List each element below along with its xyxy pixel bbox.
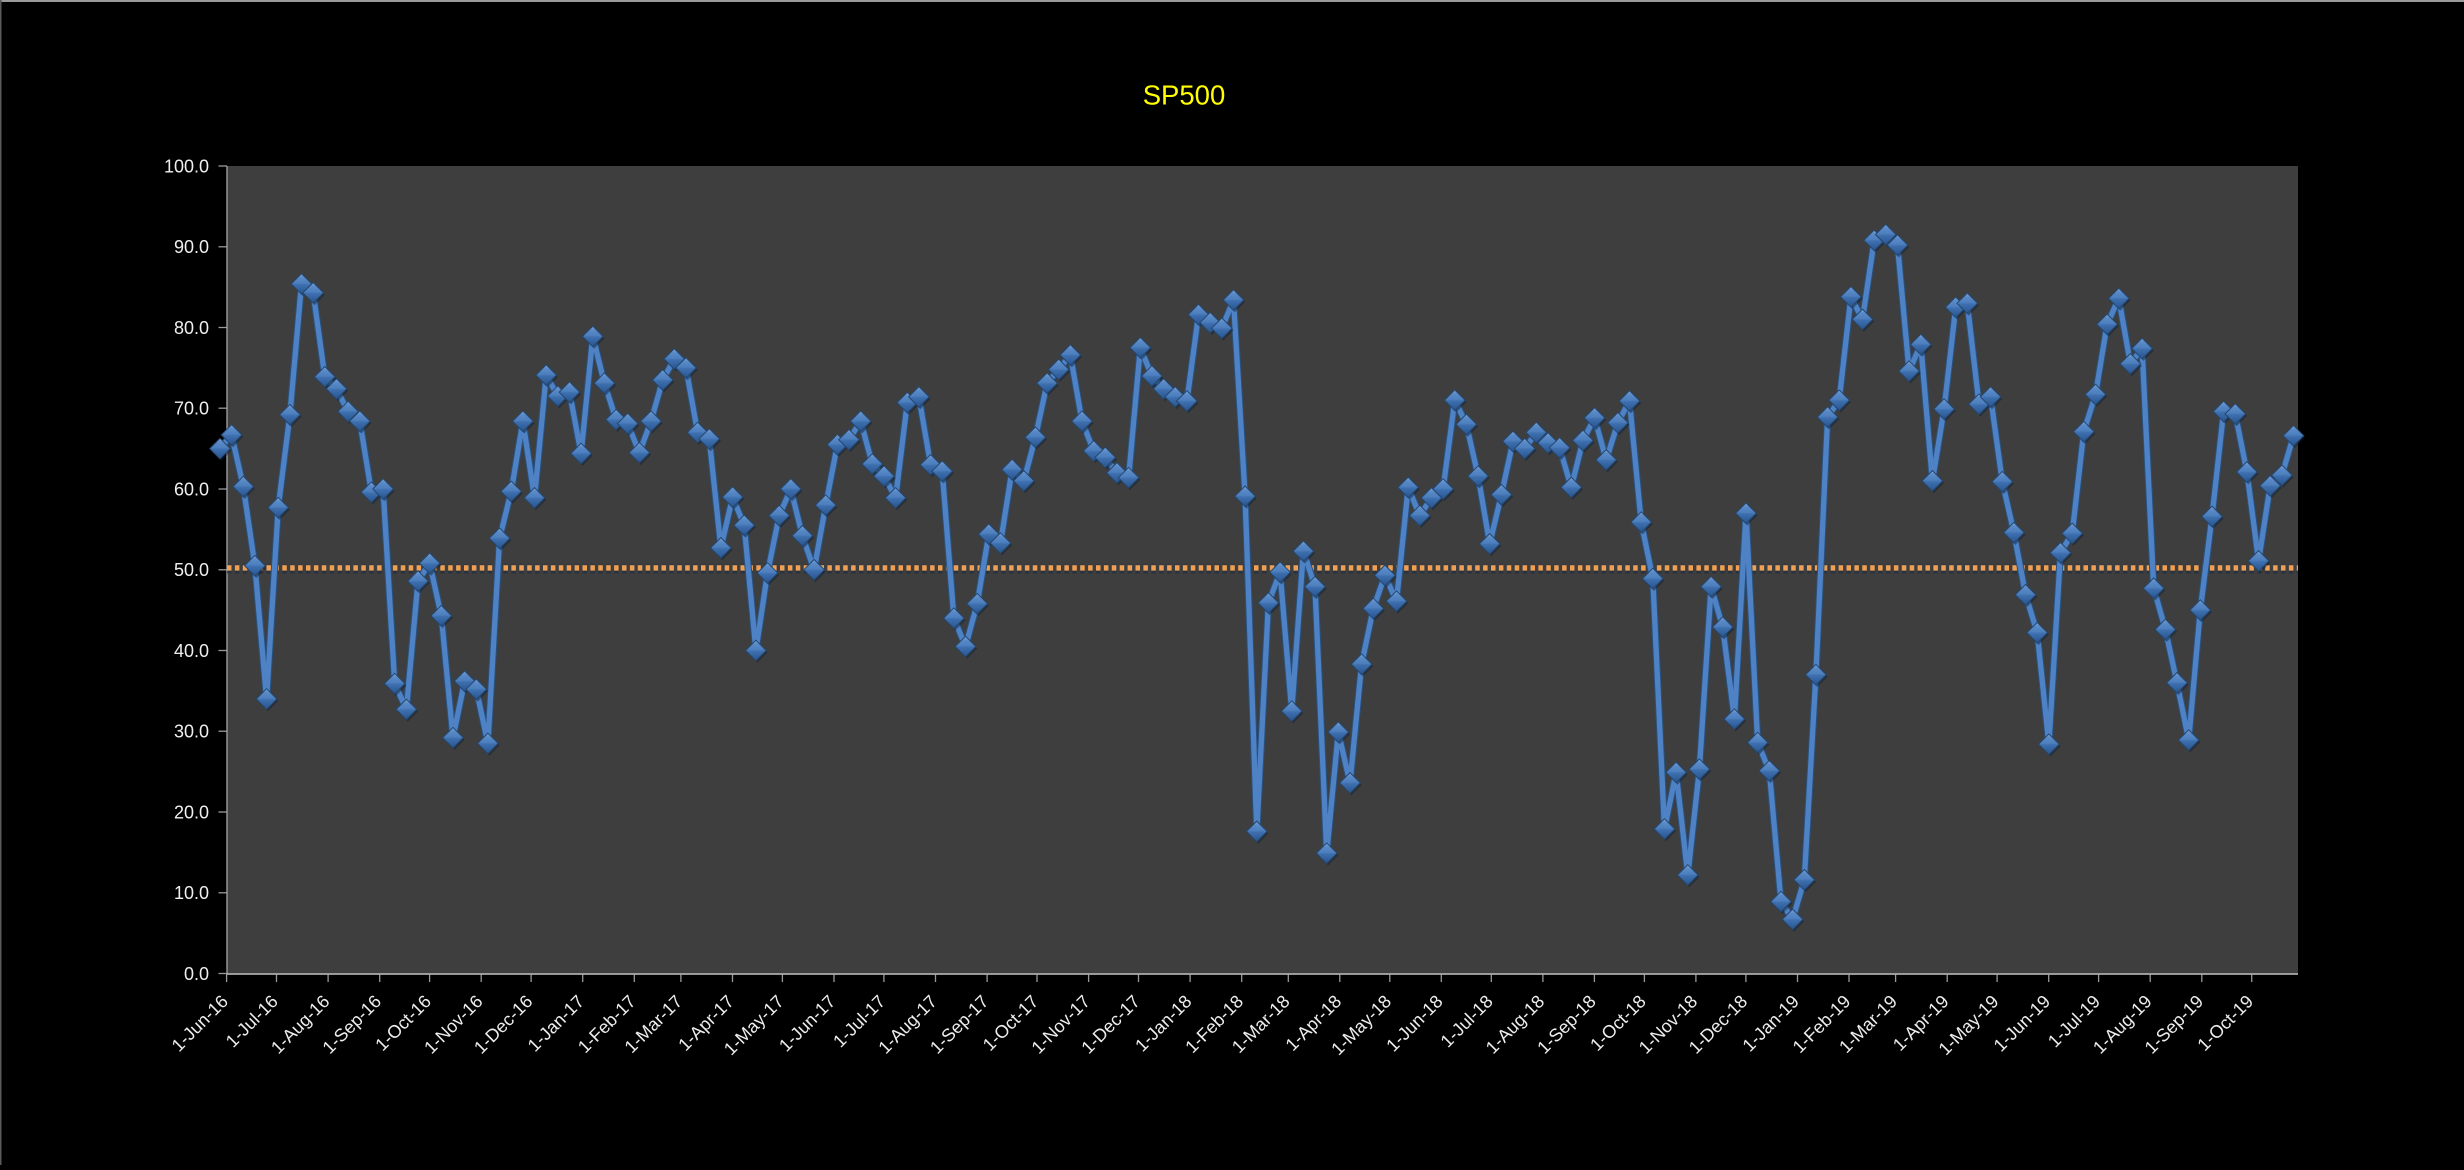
svg-text:20.0: 20.0 [174,802,209,822]
svg-text:30.0: 30.0 [174,722,209,742]
svg-text:80.0: 80.0 [174,318,209,338]
svg-text:SP500: SP500 [1143,80,1226,111]
svg-text:70.0: 70.0 [174,399,209,419]
svg-text:40.0: 40.0 [174,641,209,661]
svg-text:10.0: 10.0 [174,883,209,903]
svg-text:60.0: 60.0 [174,479,209,499]
svg-text:0.0: 0.0 [184,964,209,984]
svg-text:50.0: 50.0 [174,560,209,580]
svg-text:90.0: 90.0 [174,237,209,257]
svg-text:100.0: 100.0 [164,156,209,176]
